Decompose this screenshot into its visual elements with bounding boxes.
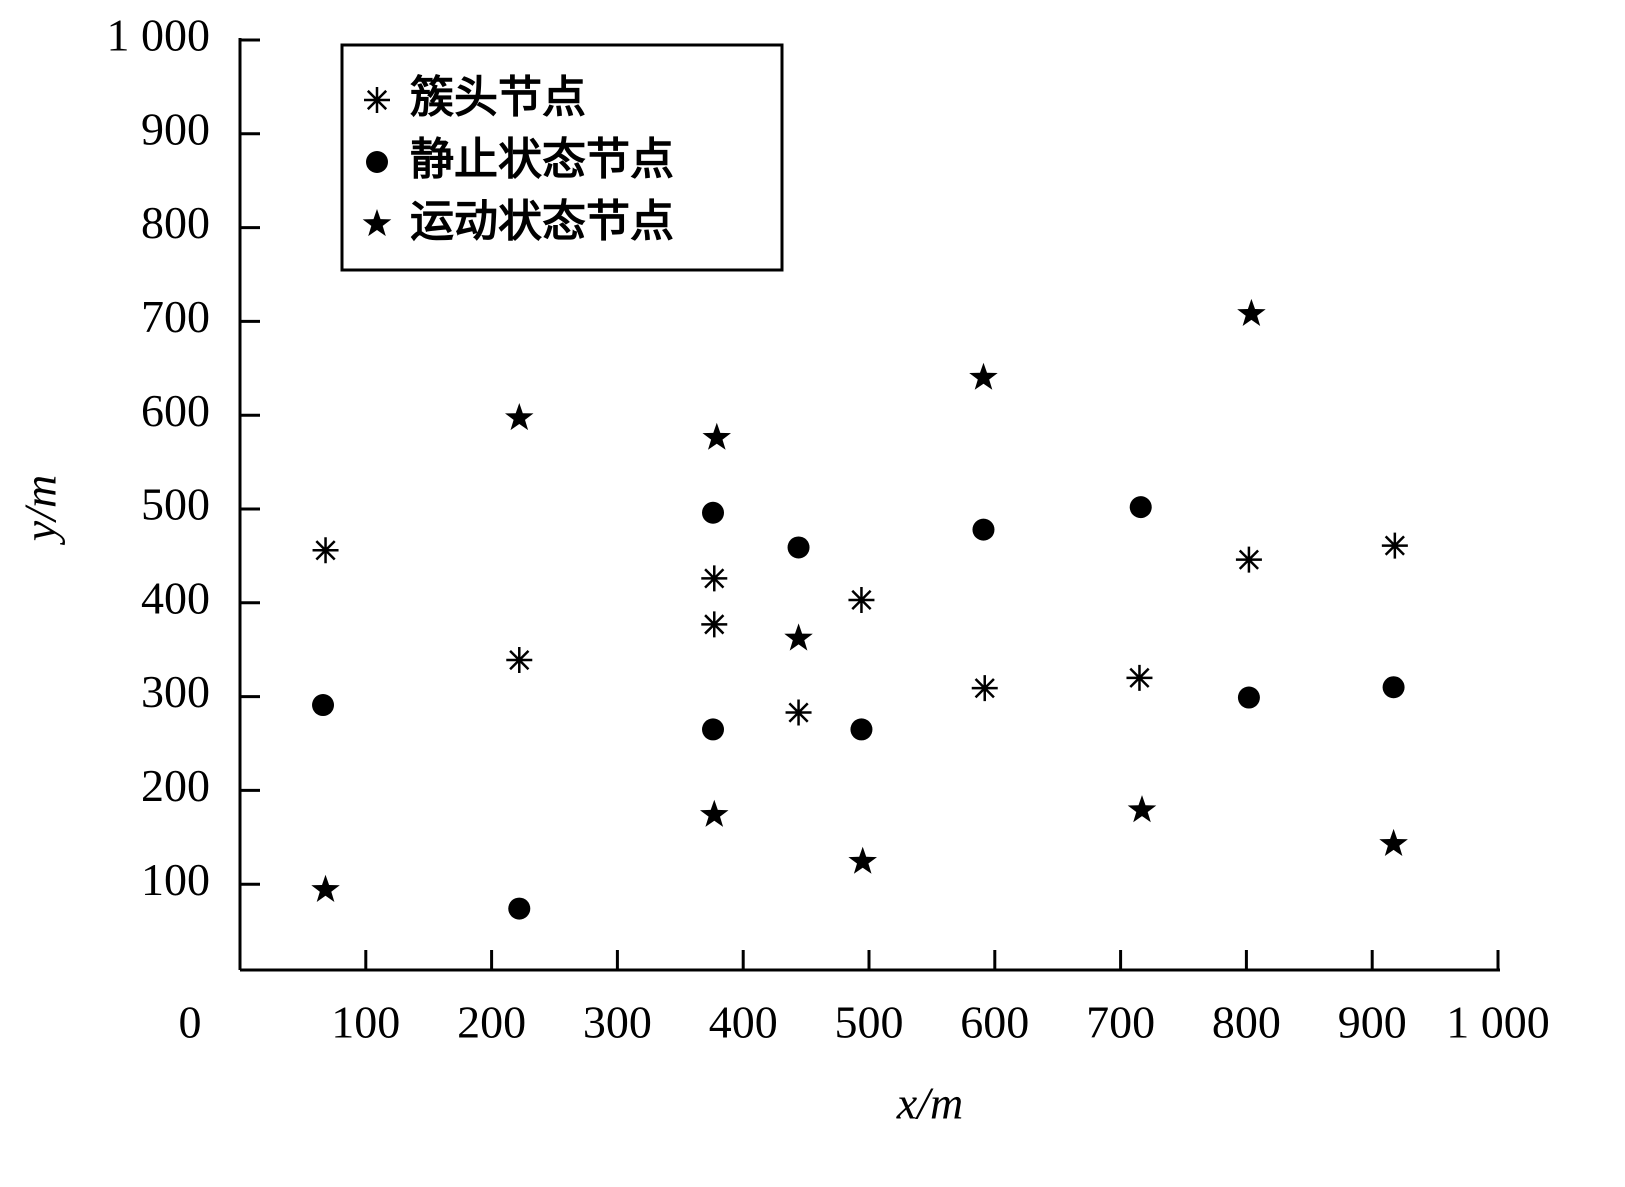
point — [700, 799, 729, 827]
point — [701, 565, 728, 592]
point — [1129, 496, 1152, 519]
x-tick-label: 200 — [457, 997, 526, 1048]
y-tick-label: 200 — [141, 760, 210, 811]
point — [787, 536, 810, 559]
x-tick-label: 500 — [835, 997, 904, 1048]
point — [312, 537, 339, 564]
point — [848, 846, 877, 874]
point — [1127, 795, 1157, 823]
y-tick-label: 700 — [141, 291, 210, 342]
point — [702, 501, 725, 524]
y-tick-label: 100 — [141, 854, 210, 905]
y-tick-label: 800 — [141, 197, 210, 248]
point — [971, 675, 998, 702]
x-axis-label: x/m — [896, 1078, 963, 1129]
point — [1382, 676, 1405, 699]
legend-label: 静止状态节点 — [410, 134, 674, 185]
point — [508, 897, 531, 920]
point — [969, 362, 998, 390]
x-tick-label: 600 — [960, 997, 1029, 1048]
legend-box — [340, 43, 784, 272]
y-tick-label: 600 — [141, 385, 210, 436]
point — [848, 586, 875, 613]
y-tick-label: 1 000 — [107, 10, 211, 61]
x-tick-label: 800 — [1212, 997, 1281, 1048]
x-tick-label: 0 — [179, 997, 202, 1048]
point — [1235, 546, 1262, 573]
point — [312, 694, 335, 717]
point — [1381, 532, 1408, 559]
point — [362, 209, 392, 237]
x-tick-label: 700 — [1086, 997, 1155, 1048]
point — [505, 403, 534, 431]
legend-label: 运动状态节点 — [410, 196, 674, 247]
x-tick-label: 900 — [1338, 997, 1407, 1048]
point — [702, 422, 731, 450]
point — [784, 623, 813, 651]
legend-label: 簇头节点 — [410, 72, 586, 123]
x-tick-label: 100 — [331, 997, 400, 1048]
point — [311, 874, 340, 902]
point — [701, 611, 728, 638]
x-tick-label: 1 000 — [1446, 997, 1550, 1048]
point — [702, 718, 725, 741]
point — [1237, 298, 1266, 326]
point — [850, 718, 873, 741]
point — [1126, 664, 1153, 691]
y-tick-label: 500 — [141, 479, 210, 530]
point — [364, 87, 390, 113]
point — [1237, 686, 1260, 709]
x-tick-label: 300 — [583, 997, 652, 1048]
point — [785, 699, 812, 726]
point — [506, 647, 533, 674]
point — [366, 151, 388, 173]
y-tick-label: 400 — [141, 572, 210, 623]
y-tick-label: 900 — [141, 103, 210, 154]
y-axis-label: y/m — [15, 475, 66, 545]
x-tick-label: 400 — [709, 997, 778, 1048]
point — [1379, 828, 1408, 856]
y-tick-label: 300 — [141, 666, 210, 717]
point — [972, 518, 995, 541]
